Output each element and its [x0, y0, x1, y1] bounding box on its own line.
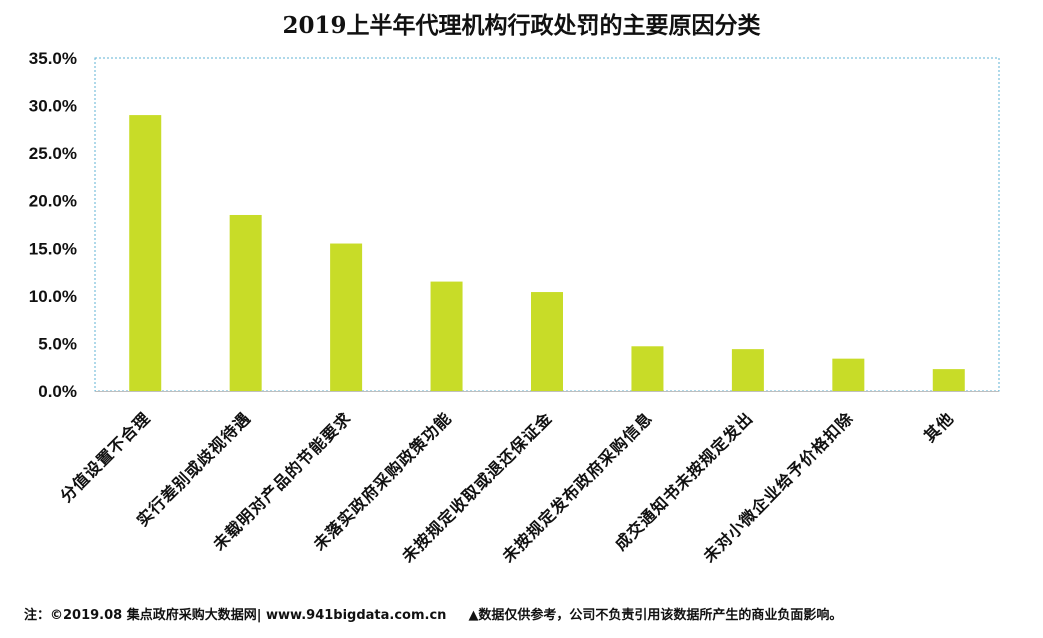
y-tick-label: 0.0% [38, 382, 77, 401]
bar [229, 214, 262, 391]
footer-note: 注：©2019.08 集点政府采购大数据网| www.941bigdata.co… [24, 604, 1034, 623]
bar-chart: 0.0% 5.0% 10.0% 15.0% 20.0% 25.0% 30.0% 35.0% 分… [29, 49, 1000, 567]
bar [330, 243, 363, 391]
x-axis-labels: 分值设置不合理实行差别或歧视待遇未载明对产品的节能要求未落实政府采购政策功能未按… [56, 408, 957, 566]
footer-disclaimer: ▲数据仅供参考，公司不负责引用该数据所产生的商业负面影响。 [468, 608, 843, 623]
bar [832, 358, 865, 391]
y-axis: 0.0% 5.0% 10.0% 15.0% 20.0% 25.0% 30.0% 35.0% [29, 49, 77, 401]
y-tick-label: 15.0% [29, 239, 77, 258]
bars [129, 115, 965, 391]
chart-title: 2019上半年代理机构行政处罚的主要原因分类 [282, 12, 761, 39]
y-tick-label: 10.0% [29, 287, 77, 306]
bar [129, 115, 162, 391]
footer-source: 注：©2019.08 集点政府采购大数据网| www.941bigdata.co… [24, 608, 447, 623]
x-tick-label: 分值设置不合理 [56, 408, 154, 506]
bar [731, 349, 764, 391]
bar [430, 281, 463, 391]
x-tick-label: 其他 [920, 408, 957, 445]
y-tick-label: 25.0% [29, 144, 77, 163]
y-tick-label: 20.0% [29, 192, 77, 211]
x-tick-label: 实行差别或歧视待遇 [133, 408, 255, 530]
y-tick-label: 35.0% [29, 49, 77, 68]
bar [932, 369, 965, 391]
y-tick-label: 30.0% [29, 97, 77, 116]
y-tick-label: 5.0% [38, 334, 77, 353]
bar [531, 292, 563, 391]
bar [631, 346, 664, 391]
